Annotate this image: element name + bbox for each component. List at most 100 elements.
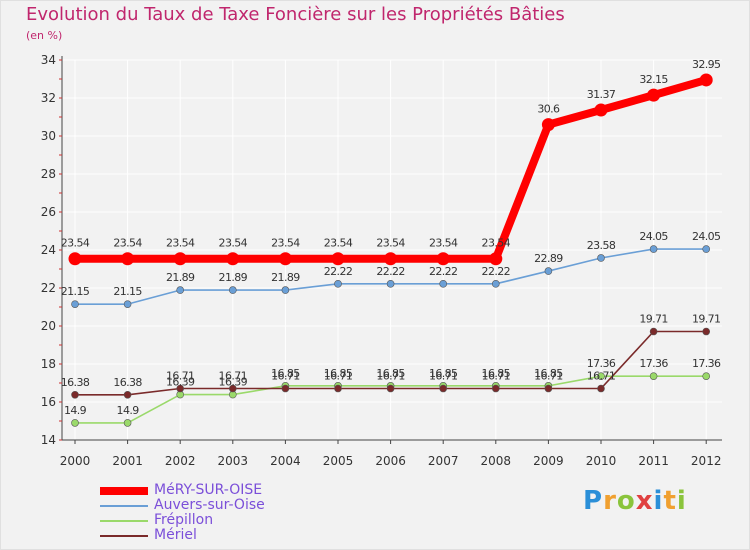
data-point-m-ry-sur-oise	[121, 252, 135, 266]
data-point-m-ry-sur-oise	[278, 252, 292, 266]
data-point-m-ry-sur-oise	[384, 252, 398, 266]
data-point-m-riel	[334, 384, 342, 393]
data-label-fr-pillon: 16.85	[429, 367, 458, 380]
data-point-m-ry-sur-oise	[68, 252, 82, 266]
data-label-fr-pillon: 16.85	[324, 367, 353, 380]
data-point-m-riel	[123, 390, 132, 399]
data-point-m-ry-sur-oise	[699, 73, 713, 87]
data-label-m-ry-sur-oise: 23.54	[324, 237, 353, 250]
data-label-auvers-sur-oise: 21.89	[271, 271, 300, 284]
data-label-auvers-sur-oise: 22.89	[534, 252, 563, 265]
x-tick-label: 2003	[218, 454, 249, 468]
data-label-fr-pillon: 17.36	[692, 357, 721, 370]
data-point-auvers-sur-oise	[123, 300, 132, 308]
data-label-m-riel: 16.71	[534, 370, 563, 383]
data-label-m-ry-sur-oise: 23.54	[376, 237, 405, 250]
data-label-m-riel: 16.71	[166, 370, 195, 383]
logo-letter: t	[663, 486, 677, 516]
data-label-auvers-sur-oise: 21.89	[166, 271, 195, 284]
y-tick-label: 32	[41, 91, 56, 105]
y-tick-label: 18	[41, 357, 56, 371]
data-point-m-ry-sur-oise	[647, 88, 661, 102]
data-point-auvers-sur-oise	[439, 280, 448, 288]
data-label-m-ry-sur-oise: 23.54	[166, 237, 195, 250]
data-label-fr-pillon: 16.39	[166, 376, 195, 389]
data-point-fr-pillon	[649, 372, 658, 380]
y-tick-label: 14	[41, 433, 56, 447]
data-point-m-riel	[649, 327, 658, 336]
data-label-auvers-sur-oise: 23.58	[587, 239, 616, 252]
data-point-fr-pillon	[702, 372, 711, 380]
data-point-auvers-sur-oise	[334, 280, 342, 288]
data-point-m-riel	[491, 384, 500, 393]
y-tick-label: 28	[41, 167, 56, 181]
data-label-fr-pillon: 17.36	[587, 357, 616, 370]
data-label-fr-pillon: 16.39	[219, 376, 248, 389]
x-tick-label: 2000	[60, 454, 91, 468]
data-label-m-riel: 16.71	[587, 370, 616, 383]
data-point-m-ry-sur-oise	[436, 252, 450, 266]
legend-item: MéRY-SUR-OISE	[100, 482, 340, 499]
data-point-m-ry-sur-oise	[226, 252, 240, 266]
logo-letter: x	[635, 486, 654, 516]
data-label-m-ry-sur-oise: 23.54	[113, 237, 142, 250]
legend-label: Auvers-sur-Oise	[154, 497, 265, 513]
data-label-m-riel: 16.38	[113, 376, 142, 389]
data-label-fr-pillon: 16.85	[482, 367, 511, 380]
data-point-m-ry-sur-oise	[489, 252, 503, 266]
legend-item: Auvers-sur-Oise	[100, 497, 340, 514]
x-tick-label: 2006	[375, 454, 406, 468]
data-point-auvers-sur-oise	[544, 267, 553, 275]
data-point-m-riel	[71, 390, 79, 399]
data-label-m-riel: 16.71	[219, 370, 248, 383]
y-tick-label: 30	[41, 129, 56, 143]
data-label-auvers-sur-oise: 22.22	[429, 265, 458, 278]
data-label-m-riel: 16.71	[324, 370, 353, 383]
data-label-m-ry-sur-oise: 23.54	[482, 237, 511, 250]
data-label-m-ry-sur-oise: 30.6	[537, 103, 560, 116]
data-label-fr-pillon: 14.9	[64, 404, 87, 417]
y-tick-label: 16	[41, 395, 56, 409]
data-point-m-riel	[597, 384, 605, 393]
data-label-m-riel: 19.71	[639, 313, 668, 326]
data-point-fr-pillon	[597, 372, 605, 380]
x-tick-label: 2001	[112, 454, 143, 468]
data-point-auvers-sur-oise	[281, 286, 290, 294]
logo-letter: i	[653, 486, 664, 516]
data-label-auvers-sur-oise: 21.89	[219, 271, 248, 284]
data-point-fr-pillon	[71, 419, 79, 427]
proxiti-logo: Proxiti	[583, 486, 687, 516]
data-label-fr-pillon: 16.85	[376, 367, 405, 380]
data-label-fr-pillon: 16.85	[534, 367, 563, 380]
data-point-auvers-sur-oise	[229, 286, 237, 294]
data-point-m-riel	[439, 384, 448, 393]
data-point-m-ry-sur-oise	[173, 252, 187, 266]
legend-swatch	[100, 520, 148, 522]
data-point-m-riel	[702, 327, 711, 336]
data-point-m-riel	[544, 384, 553, 393]
data-label-auvers-sur-oise: 21.15	[113, 285, 142, 298]
x-tick-label: 2009	[533, 454, 564, 468]
y-tick-label: 20	[41, 319, 56, 333]
data-point-m-ry-sur-oise	[331, 252, 345, 266]
data-point-m-ry-sur-oise	[541, 118, 555, 132]
data-point-m-riel	[229, 384, 237, 393]
logo-letter: r	[603, 486, 617, 516]
legend-swatch	[100, 505, 148, 507]
data-label-m-riel: 19.71	[692, 313, 721, 326]
logo-letter: o	[616, 486, 636, 516]
data-label-m-ry-sur-oise: 31.37	[587, 88, 616, 101]
data-label-auvers-sur-oise: 22.22	[482, 265, 511, 278]
data-label-auvers-sur-oise: 24.05	[639, 230, 668, 243]
x-tick-label: 2007	[428, 454, 459, 468]
data-label-auvers-sur-oise: 22.22	[376, 265, 405, 278]
data-label-fr-pillon: 16.85	[271, 367, 300, 380]
data-label-m-riel: 16.71	[376, 370, 405, 383]
data-point-auvers-sur-oise	[71, 300, 79, 308]
data-label-m-ry-sur-oise: 23.54	[219, 237, 248, 250]
x-tick-label: 2004	[270, 454, 301, 468]
data-label-m-ry-sur-oise: 32.95	[692, 58, 721, 71]
data-point-auvers-sur-oise	[491, 280, 500, 288]
y-axis-unit-label: (en %)	[26, 29, 63, 42]
legend-label: Frépillon	[154, 512, 214, 528]
